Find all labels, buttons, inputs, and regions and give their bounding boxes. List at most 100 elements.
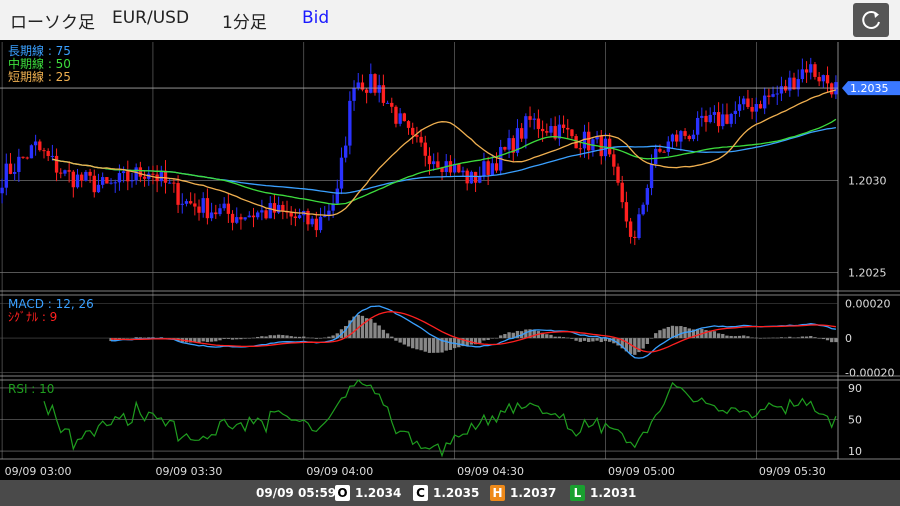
- candle-body: [377, 85, 381, 93]
- macd-histogram-bar: [834, 338, 838, 343]
- macd-histogram-bar: [687, 328, 691, 339]
- candle-body: [381, 85, 386, 103]
- macd-histogram-bar: [746, 336, 750, 339]
- macd-histogram-bar: [323, 337, 327, 339]
- candle-body: [390, 102, 394, 107]
- candle-body: [679, 131, 683, 142]
- macd-histogram-bar: [411, 338, 415, 349]
- macd-histogram-bar: [624, 338, 629, 352]
- macd-histogram-bar: [725, 335, 729, 339]
- macd-histogram-bar: [641, 338, 645, 349]
- candle-body: [536, 118, 541, 129]
- candle-body: [658, 148, 662, 152]
- macd-histogram-bar: [385, 333, 390, 339]
- candle-body: [830, 83, 834, 95]
- macd-histogram-bar: [679, 326, 683, 339]
- macd-histogram-bar: [788, 336, 792, 339]
- candle-body: [348, 100, 352, 146]
- candle-body: [226, 203, 231, 214]
- candle-body: [42, 150, 46, 152]
- candle-body: [733, 110, 738, 114]
- candle-body: [113, 182, 117, 184]
- candle-body: [524, 116, 528, 139]
- price-type-label[interactable]: Bid: [302, 8, 330, 28]
- candle-body: [25, 157, 29, 159]
- macd-histogram-bar: [117, 338, 122, 340]
- candle-body: [364, 89, 369, 93]
- macd-histogram-bar: [804, 336, 809, 339]
- chart-header: ローソク足 EUR/USD 1分足 Bid: [0, 0, 900, 40]
- candle-body: [482, 161, 486, 177]
- candle-body: [339, 157, 344, 189]
- macd-histogram-bar: [779, 337, 784, 339]
- candle-body: [620, 182, 624, 203]
- macd-histogram-bar: [151, 337, 155, 339]
- macd-histogram-bar: [582, 338, 587, 341]
- macd-histogram-bar: [272, 335, 277, 339]
- macd-histogram-bar: [381, 329, 386, 339]
- macd-histogram-bar: [758, 338, 763, 339]
- candle-body: [549, 126, 553, 133]
- candle-body: [331, 203, 335, 211]
- macd-histogram-bar: [809, 336, 813, 339]
- candle-body: [0, 187, 4, 194]
- macd-histogram-bar: [729, 335, 733, 339]
- candle-body: [821, 75, 826, 82]
- macd-histogram-bar: [281, 335, 285, 339]
- macd-histogram-bar: [482, 338, 486, 341]
- macd-histogram-bar: [457, 338, 461, 348]
- candle-body: [8, 163, 13, 174]
- candle-body: [704, 115, 708, 123]
- candle-body: [796, 79, 800, 90]
- candle-body: [239, 217, 243, 220]
- macd-histogram-bar: [423, 338, 427, 352]
- macd-histogram-bar: [218, 338, 222, 341]
- candle-body: [318, 216, 323, 231]
- macd-histogram-bar: [444, 338, 448, 351]
- candle-body: [762, 95, 767, 109]
- macd-histogram-bar: [348, 320, 352, 339]
- candle-body: [448, 161, 453, 173]
- macd-histogram-bar: [645, 338, 650, 345]
- macd-histogram-bar: [654, 333, 658, 339]
- candle-body: [775, 93, 779, 95]
- macd-histogram-bar: [695, 328, 700, 339]
- macd-histogram-bar: [356, 314, 360, 339]
- macd-histogram-bar: [515, 330, 520, 339]
- macd-histogram-bar: [561, 337, 566, 339]
- chart-type-label[interactable]: ローソク足: [10, 13, 95, 33]
- macd-histogram-bar: [524, 329, 528, 339]
- symbol-label[interactable]: EUR/USD: [112, 8, 190, 28]
- macd-histogram-bar: [201, 338, 205, 342]
- refresh-button[interactable]: [853, 3, 889, 37]
- timeframe-label[interactable]: 1分足: [222, 13, 267, 33]
- chart-area[interactable]: 1.2035 1.2030 1.2025 09/09 03:00 09/09 03:30…: [0, 40, 900, 480]
- macd-histogram-bar: [251, 337, 256, 339]
- macd-histogram-bar: [209, 338, 214, 342]
- open-badge: O: [335, 485, 350, 501]
- macd-histogram-bar: [226, 338, 231, 339]
- macd-line: [110, 305, 836, 359]
- candle-body: [134, 167, 138, 181]
- candle-body: [247, 215, 251, 218]
- candle-body: [385, 102, 390, 104]
- candle-body: [457, 163, 461, 173]
- macd-tick-label: 0.00020: [845, 298, 891, 311]
- candle-body: [758, 104, 763, 109]
- candle-body: [130, 180, 134, 182]
- macd-histogram-bar: [675, 326, 679, 339]
- candle-body: [507, 138, 511, 150]
- candle-body: [700, 115, 704, 118]
- candle-body: [411, 127, 415, 135]
- candle-body: [452, 163, 457, 173]
- price-legend-item: 長期線 : 75: [8, 43, 71, 58]
- macd-histogram-bar: [783, 337, 788, 339]
- macd-tick-label: -0.00020: [845, 367, 894, 380]
- macd-histogram-bar: [796, 337, 800, 339]
- candle-body: [323, 216, 327, 218]
- candle-body: [566, 127, 570, 130]
- candle-body: [553, 126, 557, 139]
- candle-body: [172, 182, 176, 184]
- candle-body: [84, 171, 88, 181]
- candle-body: [369, 74, 373, 93]
